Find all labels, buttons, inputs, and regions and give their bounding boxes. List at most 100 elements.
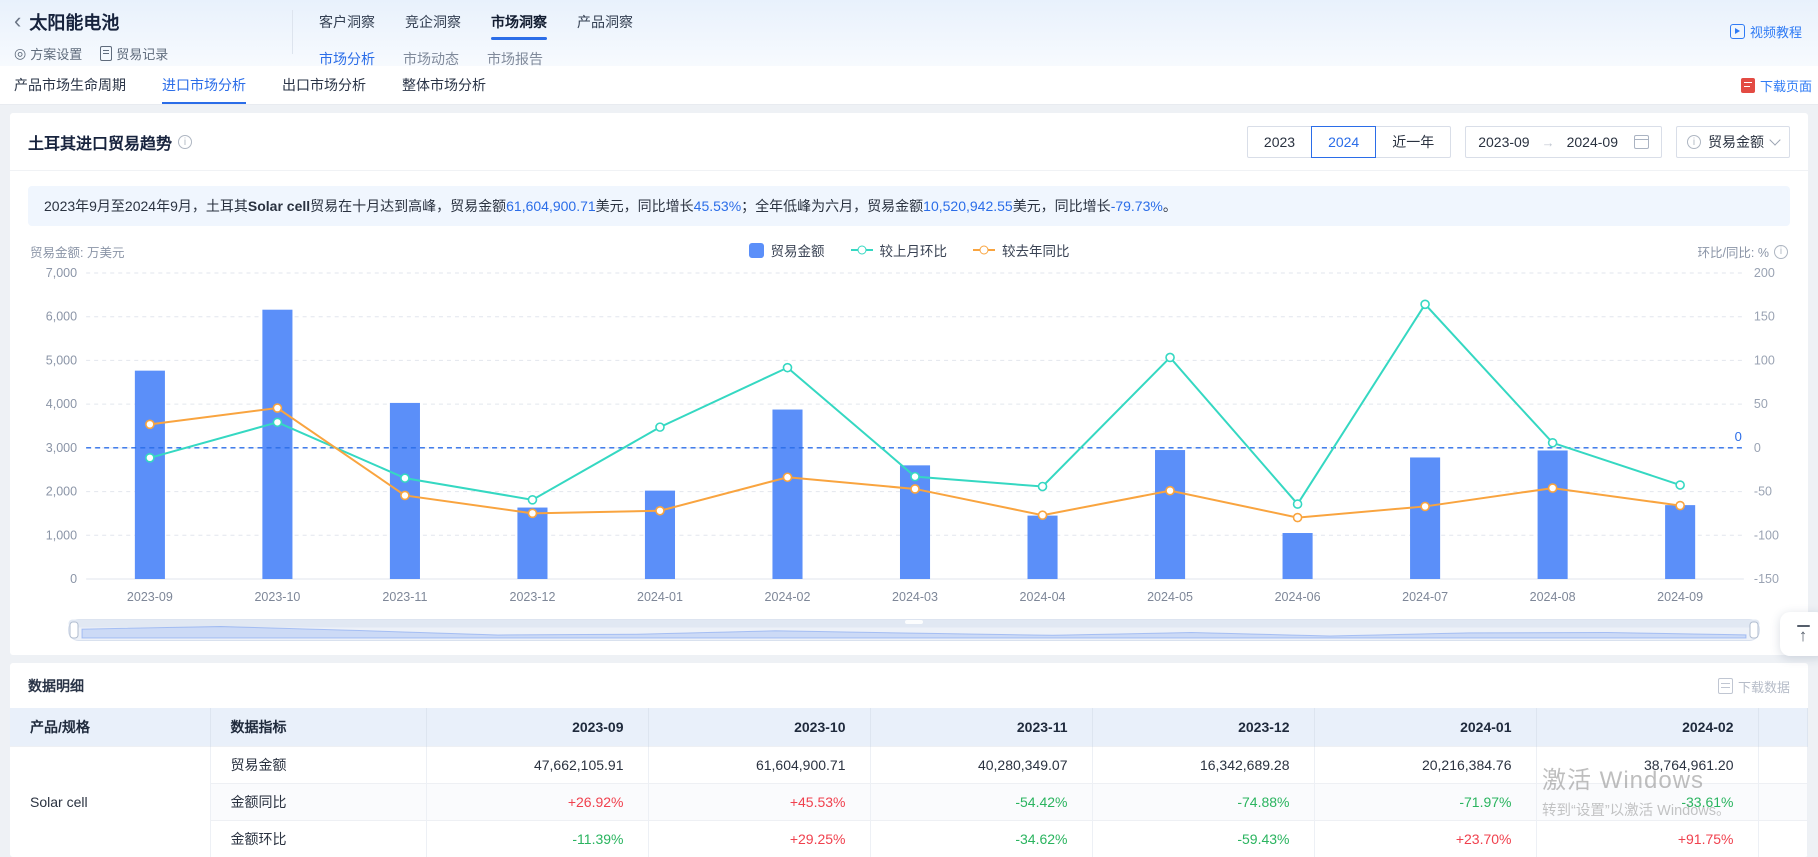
svg-text:0: 0 [1735,429,1742,444]
svg-text:2024-01: 2024-01 [637,590,683,604]
summary-segment: Solar cell [247,198,311,214]
subtab-市场报告[interactable]: 市场报告 [487,51,543,67]
section-tab-产品市场生命周期[interactable]: 产品市场生命周期 [14,77,126,93]
summary-segment: 美元，同比增长 [595,198,694,214]
date-start: 2023-09 [1478,134,1530,150]
column-header-2023-12: 2023-12 [1092,708,1315,746]
column-header-overflow [1758,708,1808,746]
header-tabs: 客户洞察 竞企洞察 市场洞察 产品洞察 市场分析 市场动态 市场报告 [293,0,633,77]
indicator-cell: 金额环比 [210,819,427,857]
legend-line-swatch [850,245,873,255]
info-icon[interactable]: i [1774,244,1788,259]
info-icon: i [1687,135,1701,149]
legend-label: 较去年同比 [1002,244,1070,259]
svg-text:2024-04: 2024-04 [1020,590,1066,604]
svg-text:200: 200 [1754,266,1775,280]
svg-text:-50: -50 [1754,485,1772,499]
overflow-cell [1758,819,1808,857]
svg-text:-150: -150 [1754,572,1779,586]
year-button-近一年[interactable]: 近一年 [1375,126,1452,158]
legend-item-较上月环比[interactable]: 较上月环比 [850,240,947,260]
metric-select[interactable]: i 贸易金额 [1676,126,1790,158]
section-tab-整体市场分析[interactable]: 整体市场分析 [402,77,486,93]
download-data-label: 下载数据 [1737,679,1790,695]
header-action-label: 贸易记录 [116,47,169,62]
product-cell: Solar cell [10,745,211,857]
tab-产品洞察[interactable]: 产品洞察 [577,14,633,30]
download-page-link[interactable]: 下载页面 [1740,66,1812,104]
legend-line-swatch [973,245,995,255]
svg-text:2024-09: 2024-09 [1657,590,1703,604]
value-cell: -74.88% [1092,782,1315,820]
column-header-2023-10: 2023-10 [648,708,871,746]
year-button-group: 2023 2024 近一年 [1246,126,1452,158]
subtab-市场动态[interactable]: 市场动态 [403,51,459,67]
top-arrow-icon [1796,625,1810,627]
summary-segment: 贸易在十月达到高峰，贸易金额 [310,198,507,214]
chevron-down-icon [1769,134,1781,146]
table-row-贸易金额: Solar cell 贸易金额 47,662,105.91 61,604,900.71… [10,745,1808,857]
year-button-2023[interactable]: 2023 [1246,126,1313,158]
summary-segment: ；全年低峰为六月，贸易金额 [741,198,924,214]
video-tutorial-link[interactable]: 视频教程 [1729,22,1802,41]
value-cell: -71.97% [1314,782,1537,820]
table-row-金额同比: 金额同比 +26.92% +45.53% -54.42% -74.88% -71.97% -… [10,782,1808,820]
column-header-产品/规格: 产品/规格 [10,708,211,746]
overflow-cell [1758,745,1808,783]
svg-text:2024-02: 2024-02 [765,590,811,604]
svg-text:2024-03: 2024-03 [892,590,938,604]
legend-item-贸易金额[interactable]: 贸易金额 [748,240,825,260]
overflow-cell [1758,782,1808,820]
svg-text:1,000: 1,000 [46,528,77,542]
column-header-2023-09: 2023-09 [426,708,649,746]
table-header-row: 产品/规格 数据指标 2023-09 2023-10 2023-11 2023-12 202… [10,708,1808,746]
summary-segment: 。 [1162,198,1177,214]
summary-segment: -79.73% [1110,198,1163,214]
value-cell: +29.25% [648,819,871,857]
info-icon[interactable]: i [178,135,193,149]
value-cell: 61,604,900.71 [648,745,871,783]
page-title: 太阳能电池 [29,13,120,33]
play-icon [1729,24,1745,39]
datazoom-slider[interactable] [68,617,1760,643]
svg-text:2,000: 2,000 [46,485,77,499]
trend-chart[interactable]: 0 1,000 2,000 3,000 4,000 5,000 6,000 7,000 -150… [28,261,1790,607]
section-tab-出口市场分析[interactable]: 出口市场分析 [282,77,366,93]
back-to-top-button[interactable]: ↑ [1780,612,1818,656]
calendar-icon [1634,135,1649,149]
svg-text:2023-09: 2023-09 [127,590,173,604]
legend-item-较去年同比[interactable]: 较去年同比 [973,240,1070,260]
header-action-label: 方案设置 [30,47,83,62]
header-action-plan-settings[interactable]: ◎ 方案设置 [14,44,82,63]
tab-客户洞察[interactable]: 客户洞察 [319,14,375,30]
column-header-2024-01: 2024-01 [1314,708,1537,746]
value-cell: -11.39% [426,819,649,857]
download-data-button[interactable]: 下载数据 [1717,677,1790,696]
summary-banner: 2023年9月至2024年9月，土耳其Solar cell贸易在十月达到高峰，贸… [28,186,1790,226]
tab-市场洞察[interactable]: 市场洞察 [491,12,547,40]
indicator-cell: 贸易金额 [210,745,427,783]
summary-segment: 美元，同比增长 [1012,198,1111,214]
summary-segment: 61,604,900.71 [506,198,596,214]
date-range-picker[interactable]: 2023-09 → 2024-09 [1465,126,1662,158]
svg-text:100: 100 [1754,353,1775,367]
tab-竞企洞察[interactable]: 竞企洞察 [405,14,461,30]
year-button-2024[interactable]: 2024 [1311,126,1377,158]
header-action-trade-records[interactable]: 贸易记录 [100,44,168,63]
chart-title: 土耳其进口贸易趋势 [28,136,173,153]
header-divider [292,10,293,54]
value-cell: 40,280,349.07 [870,745,1093,783]
divider [10,170,1808,171]
data-table: 产品/规格 数据指标 2023-09 2023-10 2023-11 2023-12 202… [10,708,1808,857]
back-chevron-icon[interactable]: ‹ [14,7,22,33]
value-cell: -33.61% [1536,782,1759,820]
video-tutorial-label: 视频教程 [1749,25,1802,40]
value-cell: 16,342,689.28 [1092,745,1315,783]
svg-text:4,000: 4,000 [46,397,77,411]
svg-text:0: 0 [1754,441,1761,455]
section-nav: 产品市场生命周期 进口市场分析 出口市场分析 整体市场分析 下载页面 [0,66,1818,105]
arrow-right-icon: → [1541,134,1555,150]
summary-segment: 10,520,942.55 [923,198,1013,214]
section-tab-进口市场分析[interactable]: 进口市场分析 [162,66,246,104]
indicator-cell: 金额同比 [210,782,427,820]
